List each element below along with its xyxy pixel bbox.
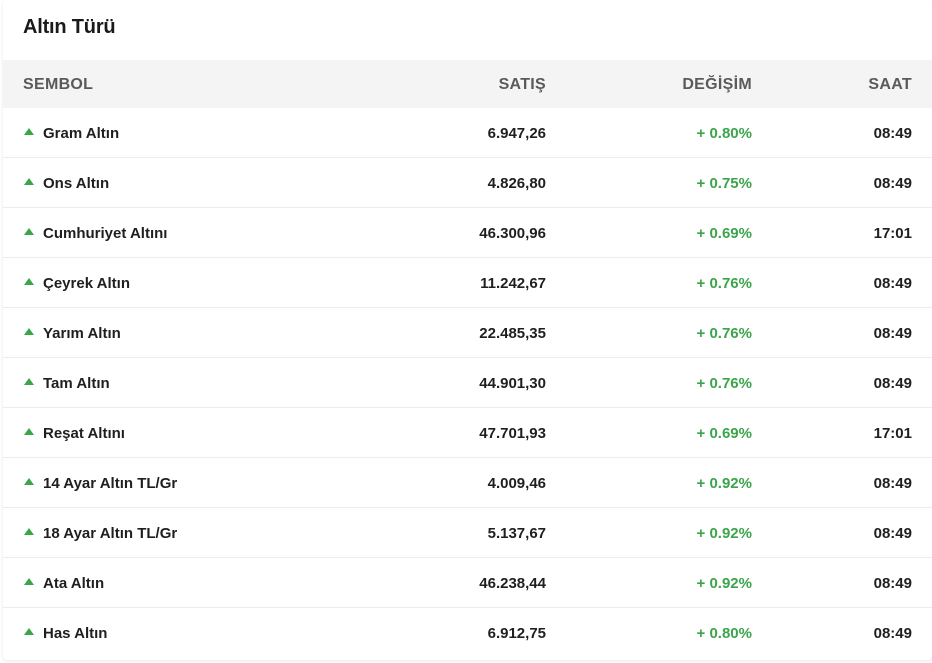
gold-type-name[interactable]: Ata Altın (43, 575, 105, 592)
gold-type-name[interactable]: Yarım Altın (43, 325, 121, 342)
table-row[interactable]: Reşat Altını 47.701,93 + 0.69% 17:01 (3, 408, 932, 458)
table-row[interactable]: Çeyrek Altın 11.242,67 + 0.76% 08:49 (3, 258, 932, 308)
sale-price: 4.826,80 (487, 175, 546, 192)
arrow-up-icon (24, 628, 34, 635)
gold-type-name[interactable]: Tam Altın (43, 375, 110, 392)
table-row[interactable]: Gram Altın 6.947,26 + 0.80% 08:49 (3, 108, 932, 158)
sale-price: 6.912,75 (487, 625, 546, 642)
table-row[interactable]: 18 Ayar Altın TL/Gr 5.137,67 + 0.92% 08:… (3, 508, 932, 558)
update-time: 08:49 (873, 325, 912, 342)
arrow-up-icon (24, 278, 34, 285)
sale-price: 47.701,93 (479, 425, 546, 442)
update-time: 08:49 (873, 475, 912, 492)
change-percent: + 0.76% (696, 325, 752, 342)
change-percent: + 0.80% (696, 625, 752, 642)
sale-price: 6.947,26 (487, 125, 546, 142)
gold-type-name[interactable]: 18 Ayar Altın TL/Gr (43, 525, 178, 542)
column-header-sale[interactable]: SATIŞ (498, 76, 546, 93)
table-row[interactable]: 14 Ayar Altın TL/Gr 4.009,46 + 0.92% 08:… (3, 458, 932, 508)
gold-type-name[interactable]: 14 Ayar Altın TL/Gr (43, 475, 178, 492)
sale-price: 46.300,96 (479, 225, 546, 242)
update-time: 08:49 (873, 625, 912, 642)
arrow-up-icon (24, 128, 34, 135)
arrow-up-icon (24, 478, 34, 485)
column-header-symbol[interactable]: SEMBOL (23, 76, 94, 93)
gold-type-name[interactable]: Gram Altın (43, 125, 120, 142)
change-percent: + 0.69% (696, 225, 752, 242)
update-time: 08:49 (873, 125, 912, 142)
arrow-up-icon (24, 228, 34, 235)
sale-price: 46.238,44 (479, 575, 546, 592)
update-time: 08:49 (873, 275, 912, 292)
update-time: 17:01 (873, 225, 912, 242)
table-row[interactable]: Ata Altın 46.238,44 + 0.92% 08:49 (3, 558, 932, 608)
sale-price: 44.901,30 (479, 375, 546, 392)
table-body: Gram Altın 6.947,26 + 0.80% 08:49 Ons Al… (3, 108, 932, 657)
update-time: 08:49 (873, 525, 912, 542)
change-percent: + 0.92% (696, 575, 752, 592)
change-percent: + 0.92% (696, 525, 752, 542)
gold-type-name[interactable]: Çeyrek Altın (43, 275, 130, 292)
arrow-up-icon (24, 378, 34, 385)
arrow-up-icon (24, 528, 34, 535)
arrow-up-icon (24, 178, 34, 185)
gold-type-name[interactable]: Has Altın (43, 625, 108, 642)
change-percent: + 0.75% (696, 175, 752, 192)
sale-price: 5.137,67 (487, 525, 546, 542)
sale-price: 11.242,67 (480, 275, 546, 292)
change-percent: + 0.76% (696, 275, 752, 292)
update-time: 08:49 (873, 175, 912, 192)
column-header-time[interactable]: SAAT (868, 76, 912, 93)
gold-prices-card: Altın Türü SEMBOL SATIŞ DEĞİŞİM SAAT Gra… (3, 0, 932, 660)
column-header-change[interactable]: DEĞİŞİM (682, 76, 752, 93)
table-row[interactable]: Has Altın 6.912,75 + 0.80% 08:49 (3, 608, 932, 657)
gold-type-name[interactable]: Cumhuriyet Altını (43, 225, 168, 242)
update-time: 17:01 (873, 425, 912, 442)
table-row[interactable]: Cumhuriyet Altını 46.300,96 + 0.69% 17:0… (3, 208, 932, 258)
arrow-up-icon (24, 328, 34, 335)
change-percent: + 0.69% (696, 425, 752, 442)
sale-price: 4.009,46 (487, 475, 546, 492)
change-percent: + 0.76% (696, 375, 752, 392)
table-header: SEMBOL SATIŞ DEĞİŞİM SAAT (3, 60, 932, 108)
change-percent: + 0.80% (696, 125, 752, 142)
update-time: 08:49 (873, 375, 912, 392)
table-row[interactable]: Ons Altın 4.826,80 + 0.75% 08:49 (3, 158, 932, 208)
gold-type-name[interactable]: Reşat Altını (43, 425, 125, 442)
card-title: Altın Türü (23, 16, 116, 38)
table-row[interactable]: Tam Altın 44.901,30 + 0.76% 08:49 (3, 358, 932, 408)
arrow-up-icon (24, 578, 34, 585)
arrow-up-icon (24, 428, 34, 435)
gold-type-name[interactable]: Ons Altın (43, 175, 110, 192)
sale-price: 22.485,35 (479, 325, 546, 342)
table-row[interactable]: Yarım Altın 22.485,35 + 0.76% 08:49 (3, 308, 932, 358)
update-time: 08:49 (873, 575, 912, 592)
change-percent: + 0.92% (696, 475, 752, 492)
